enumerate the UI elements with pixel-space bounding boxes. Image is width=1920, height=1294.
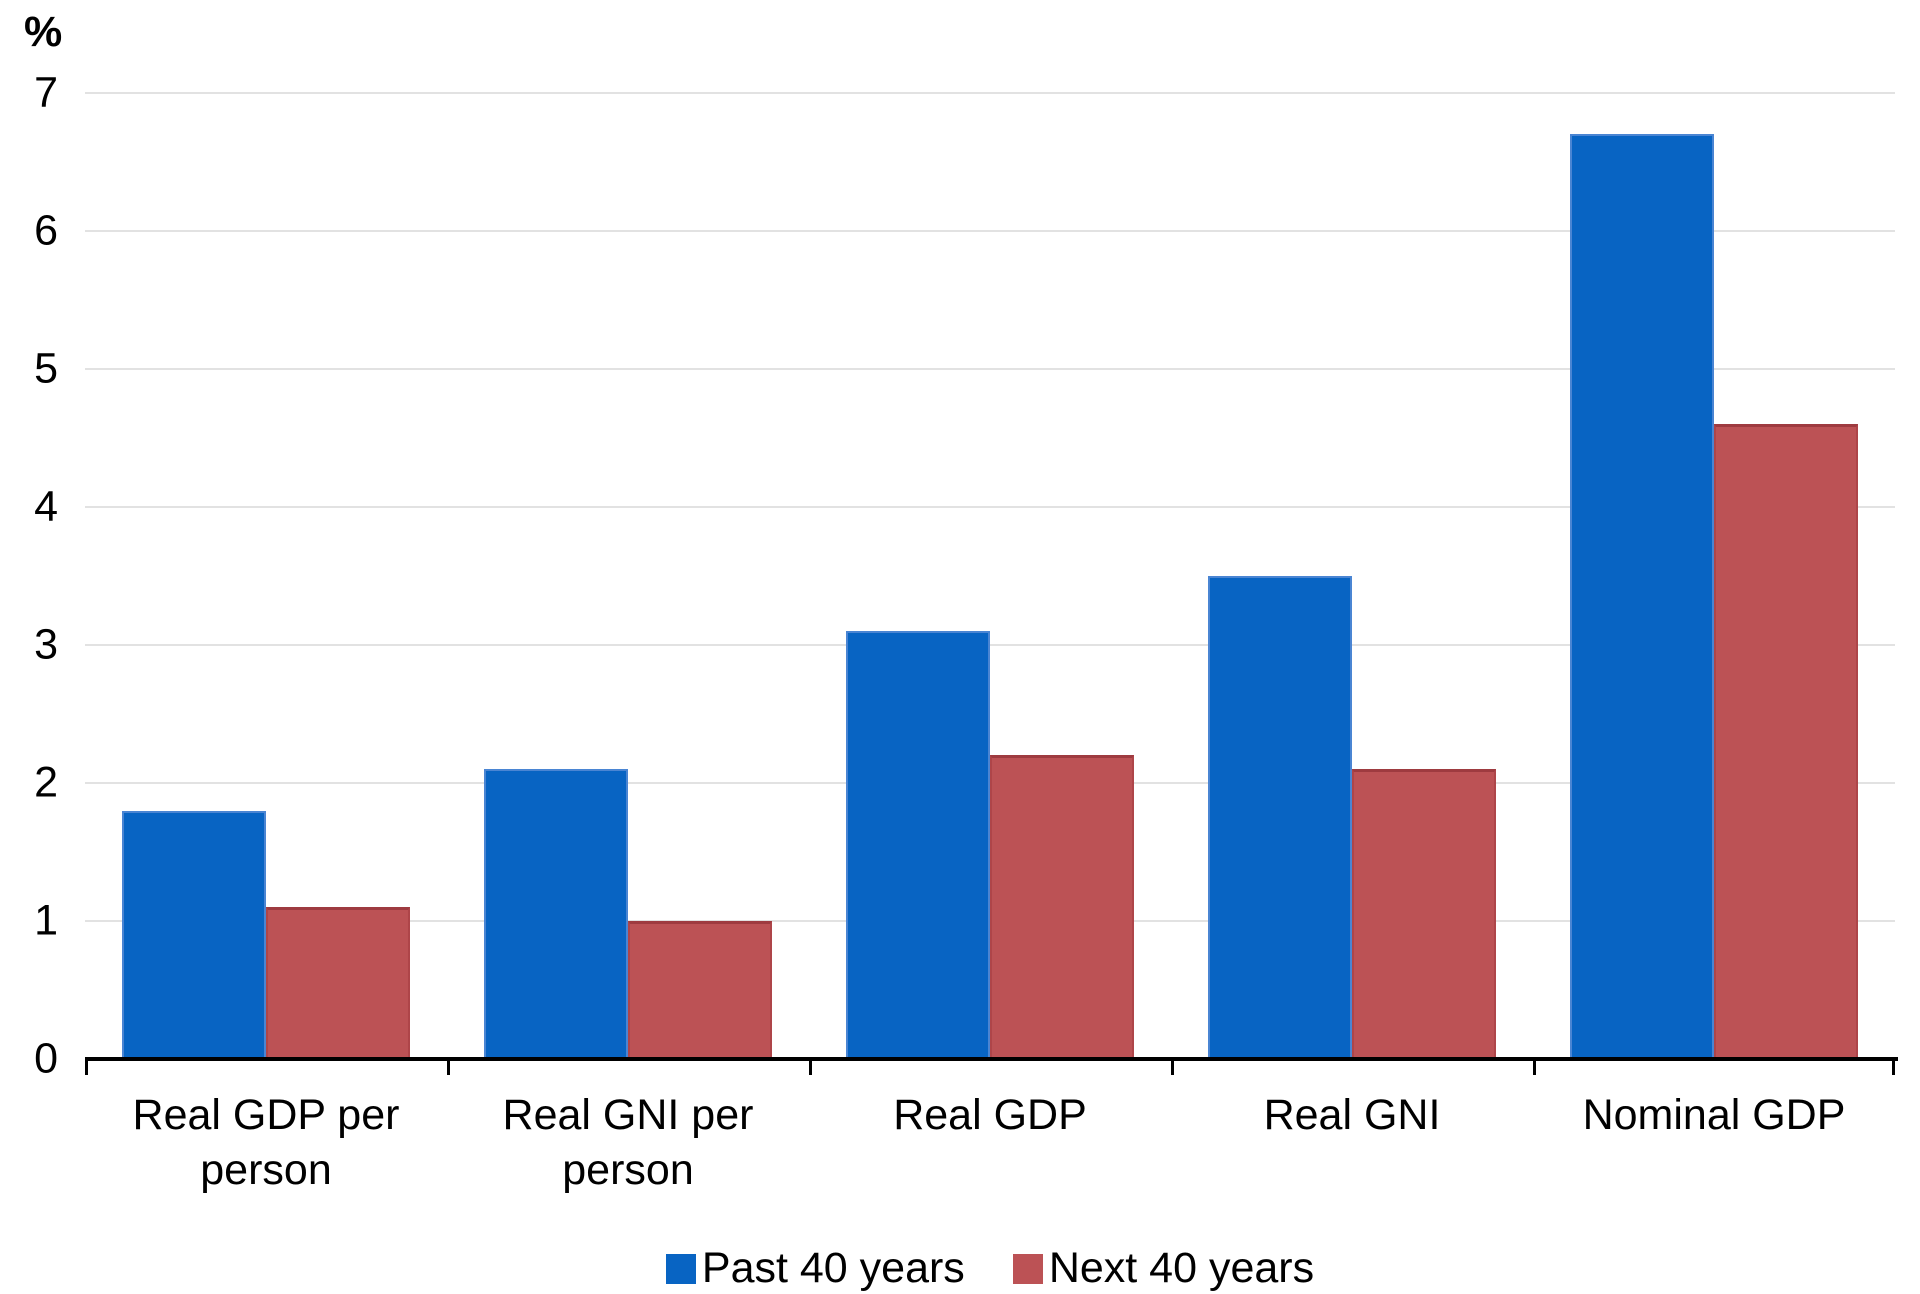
legend-swatch-blue (665, 1253, 696, 1284)
legend-item-past-40-years: Past 40 years (665, 1244, 965, 1293)
y-tick-label-6: 6 (34, 206, 58, 255)
x-axis-tick-3 (1171, 1059, 1174, 1075)
legend-label: Past 40 years (701, 1244, 965, 1292)
x-axis-tick-2 (809, 1059, 812, 1075)
bar-past-40-years-nominal-gdp (1570, 134, 1714, 1059)
bar-next-40-years-real-gdp (990, 755, 1134, 1059)
bar-past-40-years-real-gdp-per-person (122, 810, 266, 1059)
x-axis-tick-0 (85, 1059, 88, 1075)
category-label-real-gni: Real GNI (1263, 1091, 1441, 1139)
gridline-3 (85, 644, 1895, 646)
y-tick-label-0: 0 (34, 1034, 58, 1083)
gridline-5 (85, 368, 1895, 370)
gridline-6 (85, 230, 1895, 232)
y-tick-label-4: 4 (34, 482, 58, 531)
y-tick-label-5: 5 (34, 344, 58, 393)
y-axis-unit-label: % (24, 8, 63, 56)
category-label-real-gdp: Real GDP (893, 1091, 1087, 1139)
legend-item-next-40-years: Next 40 years (1012, 1244, 1315, 1293)
category-label-real-gdp-per-person: Real GDP per person (132, 1091, 400, 1195)
bar-next-40-years-real-gdp-per-person (266, 907, 410, 1059)
legend-swatch-red (1012, 1253, 1043, 1284)
gridline-7 (85, 92, 1895, 94)
bar-past-40-years-real-gni (1208, 576, 1352, 1059)
x-axis-tick-4 (1533, 1059, 1536, 1075)
x-axis-line (85, 1057, 1898, 1061)
bar-next-40-years-real-gni (1352, 769, 1496, 1059)
bar-past-40-years-real-gdp (846, 631, 990, 1059)
y-tick-label-7: 7 (34, 68, 58, 117)
legend-label: Next 40 years (1048, 1244, 1315, 1292)
x-axis-tick-1 (447, 1059, 450, 1075)
bar-past-40-years-real-gni-per-person (484, 769, 628, 1059)
y-tick-label-3: 3 (34, 620, 58, 669)
bar-next-40-years-real-gni-per-person (628, 921, 772, 1059)
category-label-nominal-gdp: Nominal GDP (1582, 1091, 1846, 1139)
y-tick-label-2: 2 (34, 758, 58, 807)
chart-legend: Past 40 years Next 40 years (85, 1244, 1895, 1293)
gridline-4 (85, 506, 1895, 508)
bar-next-40-years-nominal-gdp (1714, 424, 1858, 1059)
y-tick-label-1: 1 (34, 896, 58, 945)
x-axis-tick-5 (1892, 1059, 1895, 1075)
category-label-real-gni-per-person: Real GNI per person (502, 1091, 754, 1195)
